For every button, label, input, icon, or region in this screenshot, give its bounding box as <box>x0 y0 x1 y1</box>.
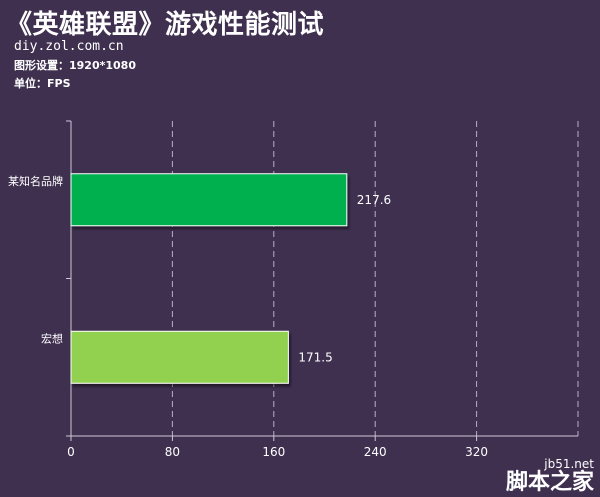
unit-label: 单位：FPS <box>14 77 71 90</box>
bar-1 <box>70 173 348 227</box>
x-tick-label-80: 80 <box>165 445 180 459</box>
x-tick-label-160: 160 <box>262 445 285 459</box>
x-tick-label-320: 320 <box>465 445 488 459</box>
bar-2 <box>70 330 289 384</box>
watermark-name: 脚本之家 <box>505 470 594 495</box>
chart-title: 《英雄联盟》游戏性能测试 <box>6 10 325 40</box>
bar-value-label-1: 217.6 <box>357 193 391 207</box>
watermark-url: jb51.net <box>544 457 594 471</box>
category-label-2: 宏想 <box>41 331 63 345</box>
category-label-1: 某知名品牌 <box>8 174 63 188</box>
x-tick-label-0: 0 <box>67 445 75 459</box>
source-url: diy.zol.com.cn <box>14 39 124 54</box>
bar-value-label-2: 171.5 <box>298 350 332 364</box>
x-tick-label-240: 240 <box>364 445 387 459</box>
watermark: jb51.net 脚本之家 <box>506 457 594 495</box>
graphics-setting: 图形设置：1920*1080 <box>14 59 136 72</box>
